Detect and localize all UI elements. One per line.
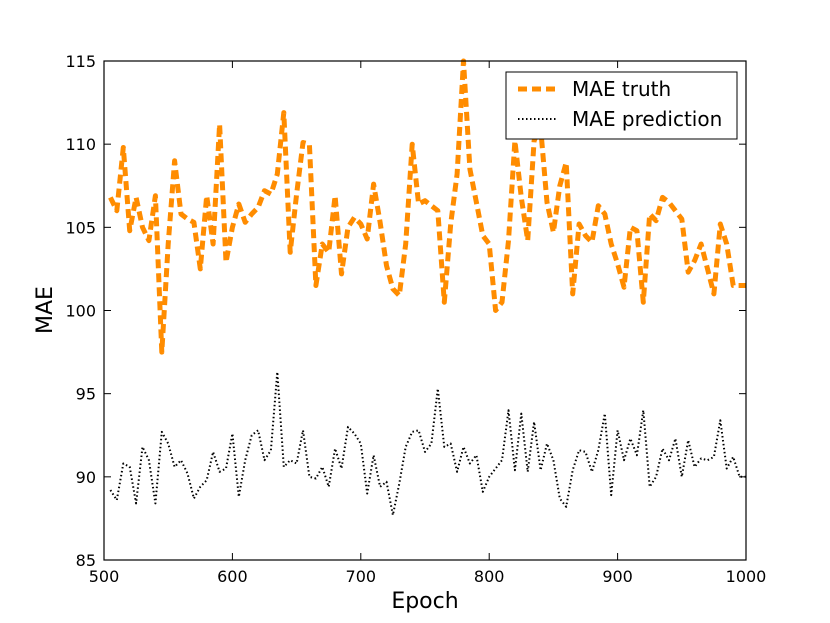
y-tick-label: 90 bbox=[76, 468, 96, 487]
x-tick-label: 500 bbox=[89, 567, 120, 586]
x-tick-label: 900 bbox=[602, 567, 633, 586]
legend-label-truth: MAE truth bbox=[572, 77, 671, 101]
plot-area bbox=[104, 61, 746, 560]
y-tick-label: 95 bbox=[76, 385, 96, 404]
x-tick-label: 600 bbox=[217, 567, 248, 586]
series-layer bbox=[108, 58, 746, 517]
legend-box bbox=[505, 71, 738, 140]
series-line-mae-truth bbox=[108, 58, 746, 355]
legend: MAE truth MAE prediction bbox=[505, 71, 738, 140]
y-tick-label: 110 bbox=[65, 135, 96, 154]
y-tick-label: 115 bbox=[65, 52, 96, 71]
y-tick-label: 105 bbox=[65, 218, 96, 237]
y-tick-label: 85 bbox=[76, 551, 96, 570]
x-tick-label: 800 bbox=[474, 567, 505, 586]
legend-label-prediction: MAE prediction bbox=[572, 107, 722, 131]
x-tick-label: 1000 bbox=[726, 567, 767, 586]
y-tick-label: 100 bbox=[65, 302, 96, 321]
y-axis-label: MAE bbox=[33, 286, 58, 334]
x-axis-label: Epoch bbox=[391, 589, 458, 614]
ticks-layer: 500 600 700 800 900 1000 85 90 95 100 105 110 115 bbox=[65, 52, 766, 586]
x-tick-label: 700 bbox=[346, 567, 377, 586]
